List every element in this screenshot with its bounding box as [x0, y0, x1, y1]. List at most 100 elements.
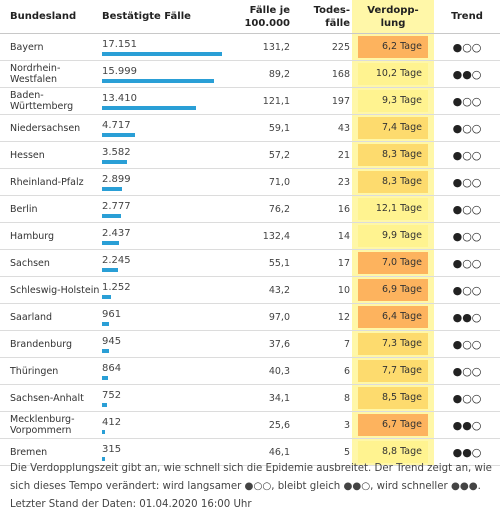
header-per100k[interactable]: Fälle je 100.000: [228, 0, 292, 34]
header-trend[interactable]: Trend: [434, 0, 500, 34]
cases-value: 752: [102, 389, 122, 401]
cell-per100k: 71,0: [228, 168, 292, 196]
cell-doubling: 10,2 Tage: [352, 60, 434, 88]
cell-deaths: 10: [292, 276, 352, 304]
cases-value: 412: [102, 416, 122, 428]
header-deaths-line1: Todes-: [313, 4, 350, 16]
cell-doubling: 6,9 Tage: [352, 276, 434, 304]
cases-bar: [102, 51, 222, 56]
cell-trend: ●○○: [434, 276, 500, 304]
cases-value: 1.252: [102, 281, 131, 293]
cases-bar: [102, 321, 109, 326]
cell-bundesland: Rheinland-Pfalz: [0, 168, 100, 196]
cases-bar: [102, 78, 214, 83]
cell-bundesland: Nordrhein-Westfalen: [0, 60, 100, 88]
cell-doubling: 8,3 Tage: [352, 141, 434, 169]
cases-bar: [102, 213, 121, 218]
cell-doubling: 6,4 Tage: [352, 303, 434, 331]
cell-trend: ●○○: [434, 141, 500, 169]
cell-cases: 17.151: [100, 33, 228, 61]
doubling-value: 6,9 Tage: [358, 279, 428, 301]
cases-value: 315: [102, 443, 122, 455]
cell-deaths: 43: [292, 114, 352, 142]
cell-deaths: 197: [292, 87, 352, 115]
doubling-value: 8,8 Tage: [358, 441, 428, 463]
doubling-value: 7,4 Tage: [358, 117, 428, 139]
cell-doubling: 6,2 Tage: [352, 33, 434, 61]
table-row: Rheinland-Pfalz 2.899 71,0 23 8,3 Tage ●○○: [0, 168, 500, 196]
cell-trend: ●○○: [434, 330, 500, 358]
header-per100k-line2: 100.000: [244, 17, 290, 29]
table-row: Bremen 315 46,1 5 8,8 Tage ●●○: [0, 438, 500, 466]
cell-bundesland: Schleswig-Holstein: [0, 276, 100, 304]
cell-trend: ●○○: [434, 168, 500, 196]
cell-cases: 315: [100, 438, 228, 466]
cell-trend: ●○○: [434, 222, 500, 250]
cell-doubling: 7,7 Tage: [352, 357, 434, 385]
cases-value: 945: [102, 335, 122, 347]
cases-bar: [102, 159, 127, 164]
cell-bundesland: Niedersachsen: [0, 114, 100, 142]
cell-bundesland: Berlin: [0, 195, 100, 223]
cases-bar: [102, 429, 105, 434]
cell-deaths: 8: [292, 384, 352, 412]
header-cases[interactable]: Bestätigte Fälle: [100, 0, 228, 34]
cell-trend: ●○○: [434, 33, 500, 61]
cell-deaths: 7: [292, 330, 352, 358]
cell-deaths: 168: [292, 60, 352, 88]
cell-trend: ●○○: [434, 195, 500, 223]
table-row: Baden-Württemberg 13.410 121,1 197 9,3 Tage ●…: [0, 87, 500, 115]
cell-cases: 1.252: [100, 276, 228, 304]
cell-doubling: 7,4 Tage: [352, 114, 434, 142]
cases-value: 15.999: [102, 65, 137, 77]
data-table: Bundesland Bestätigte Fälle Fälle je 100…: [0, 0, 500, 466]
cases-bar: [102, 456, 105, 461]
cell-doubling: 8,5 Tage: [352, 384, 434, 412]
cell-cases: 2.899: [100, 168, 228, 196]
cases-bar: [102, 375, 108, 380]
header-doubling[interactable]: Verdopp- lung: [352, 0, 434, 34]
doubling-value: 6,2 Tage: [358, 36, 428, 58]
cell-doubling: 7,0 Tage: [352, 249, 434, 277]
header-doubling-line1: Verdopp-: [367, 4, 419, 16]
cell-cases: 2.245: [100, 249, 228, 277]
cases-bar: [102, 186, 122, 191]
cell-trend: ●○○: [434, 249, 500, 277]
cell-cases: 4.717: [100, 114, 228, 142]
cases-bar: [102, 348, 109, 353]
header-deaths-line2: fälle: [325, 17, 350, 29]
doubling-value: 7,0 Tage: [358, 252, 428, 274]
cell-per100k: 25,6: [228, 411, 292, 439]
cell-per100k: 121,1: [228, 87, 292, 115]
cell-deaths: 6: [292, 357, 352, 385]
cell-bundesland: Brandenburg: [0, 330, 100, 358]
cell-per100k: 89,2: [228, 60, 292, 88]
cases-value: 2.899: [102, 173, 131, 185]
table-row: Bayern 17.151 131,2 225 6,2 Tage ●○○: [0, 33, 500, 61]
table-header: Bundesland Bestätigte Fälle Fälle je 100…: [0, 0, 500, 34]
table-row: Hessen 3.582 57,2 21 8,3 Tage ●○○: [0, 141, 500, 169]
cell-per100k: 55,1: [228, 249, 292, 277]
cell-doubling: 9,9 Tage: [352, 222, 434, 250]
cases-bar: [102, 105, 196, 110]
cell-cases: 13.410: [100, 87, 228, 115]
table-row: Berlin 2.777 76,2 16 12,1 Tage ●○○: [0, 195, 500, 223]
cases-bar: [102, 402, 107, 407]
cell-doubling: 8,3 Tage: [352, 168, 434, 196]
table-row: Brandenburg 945 37,6 7 7,3 Tage ●○○: [0, 330, 500, 358]
doubling-value: 10,2 Tage: [358, 63, 428, 85]
cell-per100k: 40,3: [228, 357, 292, 385]
table-row: Thüringen 864 40,3 6 7,7 Tage ●○○: [0, 357, 500, 385]
doubling-value: 8,3 Tage: [358, 171, 428, 193]
header-bundesland[interactable]: Bundesland: [0, 0, 100, 34]
cell-cases: 864: [100, 357, 228, 385]
table-row: Nordrhein-Westfalen 15.999 89,2 168 10,2 Tag…: [0, 60, 500, 88]
cases-bar: [102, 294, 111, 299]
cases-value: 2.777: [102, 200, 131, 212]
doubling-value: 6,7 Tage: [358, 414, 428, 436]
cell-trend: ●●○: [434, 303, 500, 331]
table-body: Bayern 17.151 131,2 225 6,2 Tage ●○○ Nordrhein…: [0, 33, 500, 466]
cell-per100k: 43,2: [228, 276, 292, 304]
header-deaths[interactable]: Todes- fälle: [292, 0, 352, 34]
cell-deaths: 16: [292, 195, 352, 223]
